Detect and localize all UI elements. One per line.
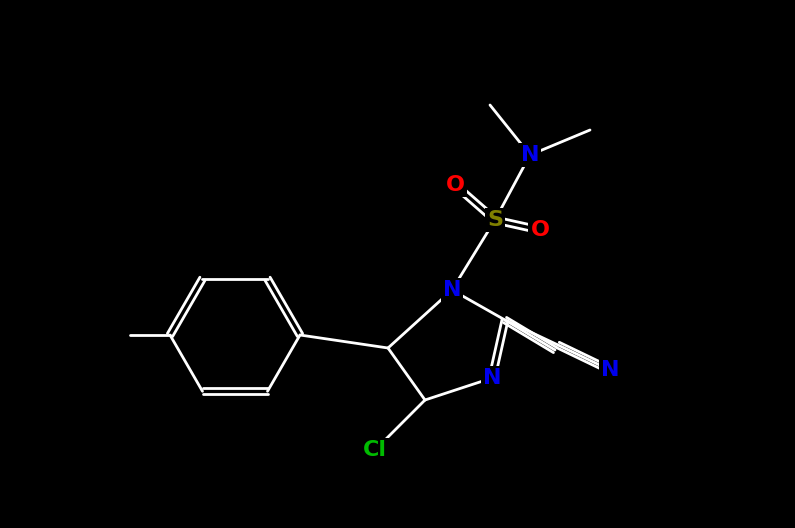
Text: O: O [530,220,549,240]
Text: S: S [487,210,503,230]
Text: N: N [443,280,461,300]
Text: N: N [483,368,502,388]
Text: O: O [445,175,464,195]
Text: Cl: Cl [363,440,387,460]
Text: N: N [601,360,619,380]
Text: N: N [521,145,539,165]
